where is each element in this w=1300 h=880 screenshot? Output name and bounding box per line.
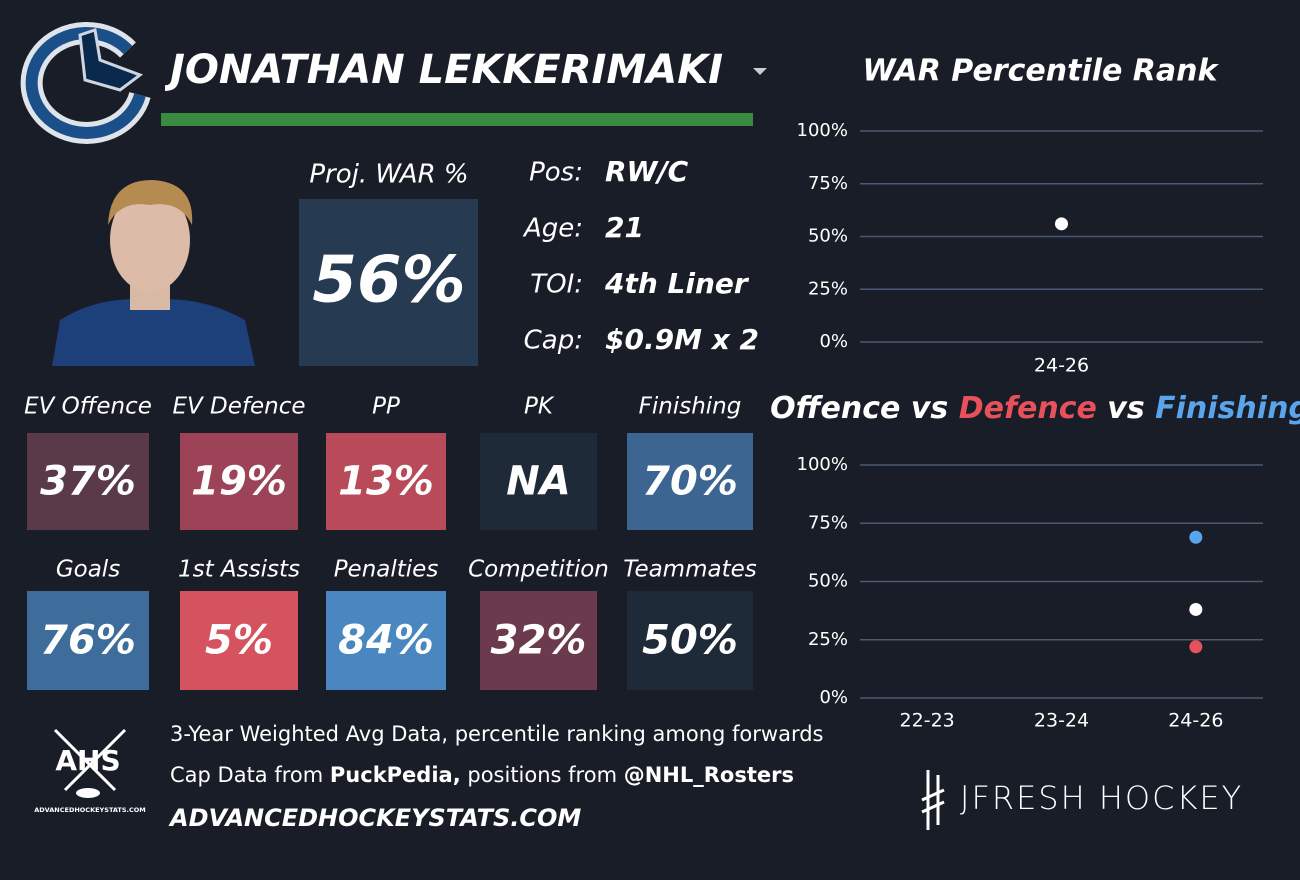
tile-value: 37% [40, 459, 136, 505]
tile [627, 591, 753, 690]
tile-label: PK [524, 394, 555, 420]
tile-label: Penalties [334, 557, 439, 583]
tile-value: 19% [191, 459, 287, 505]
ahs-logo-text: AHS [55, 744, 120, 777]
legend-entry: Finishing [1155, 391, 1300, 426]
player-photo [52, 180, 255, 366]
brand: JFRESH HOCKEY [960, 779, 1243, 817]
info-label: Cap: [524, 326, 583, 356]
tile-value: NA [506, 459, 570, 505]
y-tick-label: 75% [808, 173, 848, 194]
jfresh-logo [921, 770, 945, 830]
footer-site: ADVANCEDHOCKEYSTATS.COM [168, 804, 581, 832]
stat-tiles: EV Offence 37% EV Defence 19% PP 13% PK NA Finis… [24, 394, 757, 690]
tile-value: 76% [40, 618, 136, 664]
y-tick-label: 50% [808, 226, 848, 247]
point [1055, 217, 1068, 231]
y-tick-label: 25% [808, 629, 848, 650]
info-label: Pos: [529, 158, 583, 188]
x-tick-label: 24-26 [1168, 710, 1223, 732]
footer-line2: Cap Data from PuckPedia, positions from … [170, 763, 794, 787]
proj-war-label: Proj. WAR % [309, 160, 468, 190]
chart-title: Offence vs Defence vs Finishing [770, 391, 1300, 426]
info-label: TOI: [530, 270, 583, 300]
info-list: Pos: RW/C Age: 21 TOI: 4th Liner Cap: $0.9M x 2 [522, 155, 759, 356]
x-tick-label: 23-24 [1034, 710, 1089, 732]
tile [480, 591, 597, 690]
tile [180, 591, 298, 690]
title-joiner: vs [900, 391, 958, 426]
footer-line1: 3-Year Weighted Avg Data, percentile ran… [170, 722, 824, 746]
x-tick-label: 24-26 [1034, 355, 1089, 377]
y-tick-label: 50% [808, 571, 848, 592]
footer-line2-part: positions from [461, 763, 624, 787]
player-name: JONATHAN LEKKERIMAKI [163, 47, 723, 93]
footer-line2-part: PuckPedia, [330, 763, 461, 787]
tile-label: EV Defence [172, 394, 305, 420]
tile-value: 70% [642, 459, 738, 505]
legend-entry: Offence [770, 391, 900, 426]
accent-bar [161, 113, 753, 126]
info-value: RW/C [605, 155, 689, 188]
y-tick-label: 100% [797, 120, 848, 141]
y-tick-label: 75% [808, 512, 848, 533]
tile [627, 433, 753, 530]
tile-value: 84% [338, 618, 434, 664]
tile [480, 433, 597, 530]
tile-label: Goals [56, 557, 120, 583]
title-joiner: vs [1097, 391, 1155, 426]
y-tick-label: 100% [797, 454, 848, 475]
tile-label: PP [372, 394, 400, 420]
ahs-logo: AHS ADVANCEDHOCKEYSTATS.COM [34, 728, 146, 814]
tile [326, 433, 446, 530]
x-tick-label: 22-23 [900, 710, 955, 732]
info-value: 21 [605, 211, 644, 244]
proj-war-box [299, 199, 478, 366]
chart-title: WAR Percentile Rank [863, 54, 1220, 89]
y-tick-label: 25% [808, 278, 848, 299]
tile [326, 591, 446, 690]
info-value: $0.9M x 2 [605, 323, 759, 356]
tile [27, 433, 149, 530]
tile-label: Finishing [639, 394, 742, 420]
components-chart: Offence vs Defence vs Finishing 0% 25% 50% 7… [770, 391, 1300, 732]
y-tick-label: 0% [819, 331, 848, 352]
tile [27, 591, 149, 690]
info-label: Age: [522, 214, 583, 244]
tile-label: 1st Assists [178, 557, 300, 583]
tile-label: Competition [468, 557, 609, 583]
proj-war-value: 56% [312, 244, 465, 318]
tile-value: 50% [642, 618, 738, 664]
ahs-logo-caption: ADVANCEDHOCKEYSTATS.COM [34, 806, 146, 814]
footer-line2-part: Cap Data from [170, 763, 330, 787]
war-chart: WAR Percentile Rank 0% 25% 50% 75% 100% 24-26 [797, 54, 1263, 377]
legend-entry: Defence [959, 391, 1097, 426]
info-value: 4th Liner [604, 267, 750, 300]
point [1189, 602, 1203, 616]
tile [180, 433, 298, 530]
tile-label: Teammates [623, 557, 757, 583]
point [1189, 530, 1203, 544]
tile-value: 5% [205, 618, 273, 664]
tile-value: 13% [338, 459, 434, 505]
dropdown-arrow[interactable] [753, 68, 767, 75]
tile-label: EV Offence [24, 394, 152, 420]
y-tick-label: 0% [819, 687, 848, 708]
footer-line2-part: @NHL_Rosters [624, 763, 794, 787]
team-logo [20, 21, 151, 144]
point [1189, 640, 1203, 654]
tile-value: 32% [491, 618, 587, 664]
